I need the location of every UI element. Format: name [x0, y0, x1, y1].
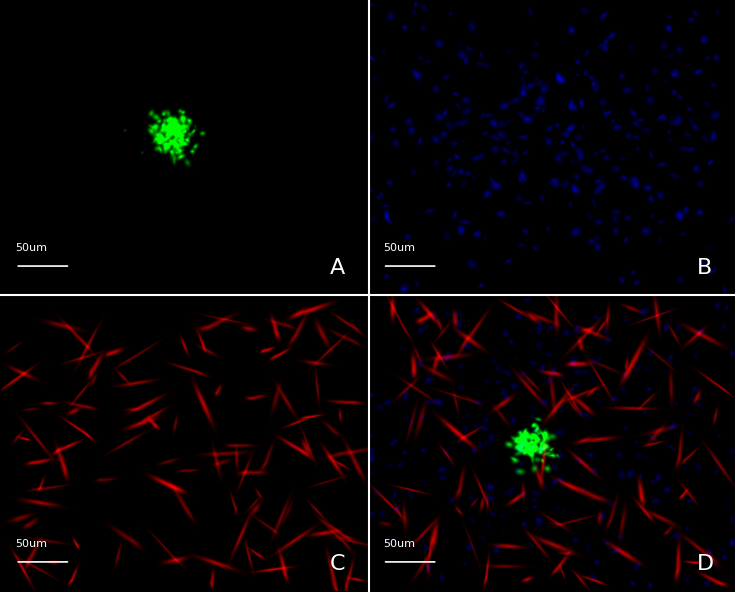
- Text: A: A: [330, 258, 345, 278]
- Text: C: C: [330, 554, 345, 574]
- Text: 50um: 50um: [383, 539, 415, 549]
- Text: B: B: [698, 258, 713, 278]
- Text: 50um: 50um: [383, 243, 415, 253]
- Text: D: D: [696, 554, 714, 574]
- Text: 50um: 50um: [15, 243, 47, 253]
- Text: 50um: 50um: [15, 539, 47, 549]
